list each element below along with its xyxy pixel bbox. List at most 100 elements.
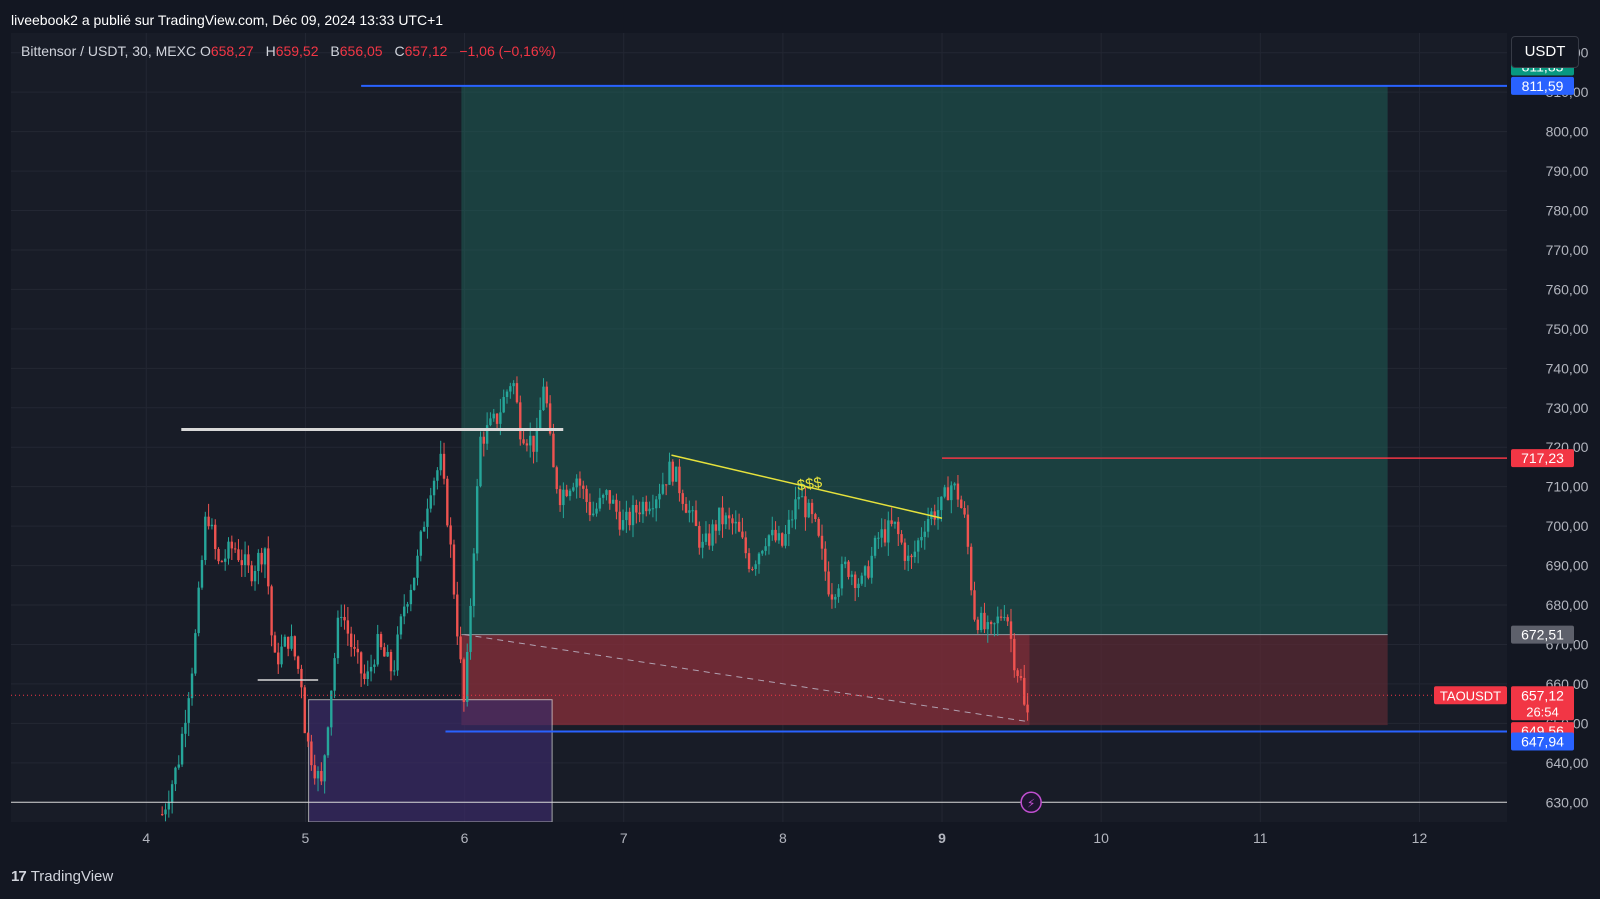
candle-body (389, 652, 393, 672)
candle-body (270, 586, 273, 636)
candle-body (267, 548, 270, 587)
candle-body (933, 511, 936, 520)
candle-body (628, 511, 631, 526)
y-tick-label: 700,00 (1546, 518, 1589, 534)
candle-body (492, 413, 495, 419)
candle-body (771, 529, 774, 536)
candle-body (940, 496, 943, 511)
candle-body (840, 564, 844, 589)
candle-body (674, 466, 678, 482)
candle-body (220, 561, 224, 563)
candle-body (857, 583, 860, 589)
tag-resistance: 717,23 (1521, 450, 1564, 466)
candle-body (807, 502, 810, 518)
candle-body (170, 784, 174, 803)
x-tick-label: 7 (620, 830, 628, 846)
candle-body (353, 646, 356, 649)
currency-button[interactable]: USDT (1511, 36, 1579, 68)
candle-body (741, 531, 744, 538)
y-tick-label: 680,00 (1546, 597, 1589, 613)
candle-body (426, 508, 429, 527)
candle-body (880, 529, 883, 538)
candle-body (638, 512, 641, 515)
candle-body (293, 636, 297, 657)
candle-body (227, 541, 230, 559)
candle-body (343, 616, 346, 621)
candle-body (475, 486, 479, 554)
candle-body (983, 612, 986, 630)
candle-body (263, 548, 267, 565)
candle-body (615, 499, 618, 512)
candle-body (844, 561, 847, 565)
change-value: −1,06 (−0,16%) (459, 43, 556, 59)
candle-body (257, 552, 260, 572)
candle-body (956, 483, 960, 500)
candle-body (900, 534, 903, 543)
candle-body (160, 814, 164, 816)
x-tick-label: 10 (1093, 830, 1109, 846)
candle-body (963, 508, 966, 515)
candle-body (393, 670, 396, 672)
candle-body (913, 551, 917, 558)
candle-body (346, 620, 350, 634)
candle-body (260, 552, 263, 565)
candle-body (409, 589, 413, 605)
candle-body (277, 652, 280, 665)
candle-body (598, 497, 602, 509)
candle-body (509, 386, 512, 392)
candle-body (744, 537, 747, 554)
candle-body (330, 690, 333, 728)
candle-body (184, 722, 187, 734)
candle-body (316, 770, 320, 779)
candle-body (529, 435, 532, 446)
candle-body (830, 594, 834, 600)
candle-body (286, 636, 290, 649)
x-tick-label: 12 (1412, 830, 1428, 846)
candle-body (502, 397, 505, 413)
candle-body (724, 515, 728, 525)
candle-body (834, 596, 837, 600)
candle-body (731, 518, 734, 524)
candle-body (863, 566, 867, 576)
candle-body (452, 544, 456, 595)
candle-body (538, 410, 542, 430)
y-tick-label: 770,00 (1546, 242, 1589, 258)
candle-body (820, 535, 824, 549)
candle-body (190, 673, 194, 699)
tag-resistance-bg (1511, 449, 1574, 468)
candle-body (214, 524, 217, 550)
candle-body (698, 525, 701, 548)
x-tick-label: 4 (142, 830, 150, 846)
candle-body (621, 520, 625, 530)
candle-body (535, 429, 539, 452)
tradingview-logo[interactable]: 17 TradingView (11, 868, 113, 885)
candle-body (1006, 617, 1009, 622)
candle-body (479, 436, 482, 487)
candle-body (757, 553, 761, 565)
candle-body (751, 568, 754, 570)
candle-body (436, 470, 439, 481)
candle-body (326, 727, 330, 756)
high-label: H (265, 43, 276, 59)
candle-body (240, 560, 243, 566)
candle-body (747, 553, 751, 569)
candle-body (1016, 670, 1019, 677)
candle-body (923, 531, 926, 537)
candle-body (273, 635, 277, 653)
candle-body (777, 533, 781, 541)
candle-body (790, 519, 794, 521)
candle-body (797, 497, 800, 500)
candle-body (784, 534, 787, 546)
candle-body (548, 403, 552, 434)
candle-body (243, 554, 247, 566)
open-label: O (199, 43, 211, 59)
candle-body (641, 501, 645, 515)
candle-body (588, 501, 592, 516)
candle-body (558, 489, 562, 506)
candle-body (966, 514, 970, 547)
event-marker-glyph: ⚡ (1027, 796, 1035, 810)
candle-body (800, 496, 804, 498)
candle-body (631, 505, 635, 526)
candle-body (356, 648, 360, 653)
